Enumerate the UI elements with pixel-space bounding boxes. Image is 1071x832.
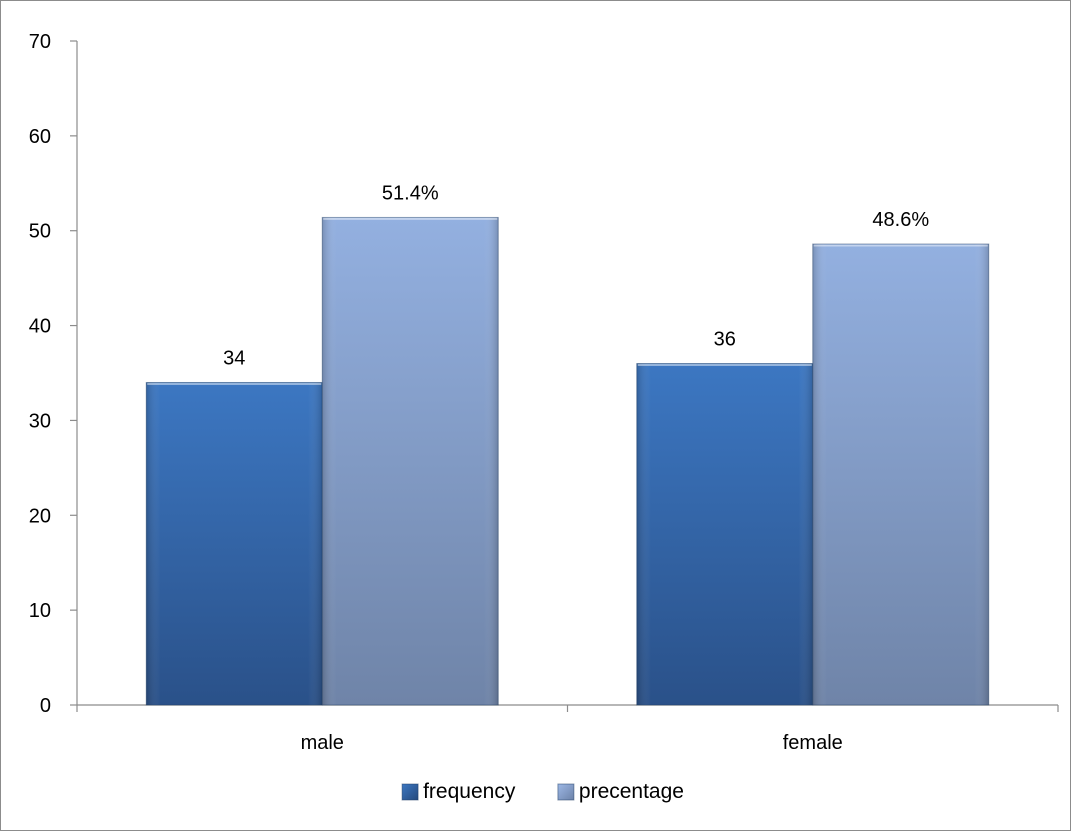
legend-swatch-frequency — [401, 783, 419, 801]
y-tick-label: 30 — [29, 410, 51, 432]
legend-label: precentage — [579, 780, 684, 803]
data-label: 51.4% — [382, 182, 439, 204]
bar-frequency-male — [145, 381, 323, 706]
y-tick-label: 10 — [29, 600, 51, 622]
data-label: 48.6% — [872, 209, 929, 231]
x-axis: male female — [76, 704, 1059, 754]
legend-swatch-precentage — [557, 783, 575, 801]
y-axis: 0 10 20 30 40 50 60 70 — [29, 31, 78, 717]
bar-frequency-female — [636, 363, 814, 706]
x-tick-label: female — [783, 732, 843, 754]
y-tick-label: 50 — [29, 221, 51, 243]
data-label: 34 — [223, 347, 245, 369]
data-labels: 34 51.4% 36 48.6% — [223, 182, 929, 369]
bar-precentage-male — [321, 216, 499, 706]
bars — [145, 216, 990, 706]
legend-label: frequency — [423, 780, 516, 803]
legend: frequency precentage — [401, 780, 684, 803]
y-tick-label: 40 — [29, 316, 51, 338]
data-label: 36 — [714, 329, 736, 351]
y-tick-label: 70 — [29, 31, 51, 53]
x-tick-label: male — [301, 732, 344, 754]
y-tick-label: 20 — [29, 505, 51, 527]
bar-precentage-female — [812, 243, 990, 706]
y-tick-label: 0 — [40, 695, 51, 717]
y-tick-label: 60 — [29, 126, 51, 148]
